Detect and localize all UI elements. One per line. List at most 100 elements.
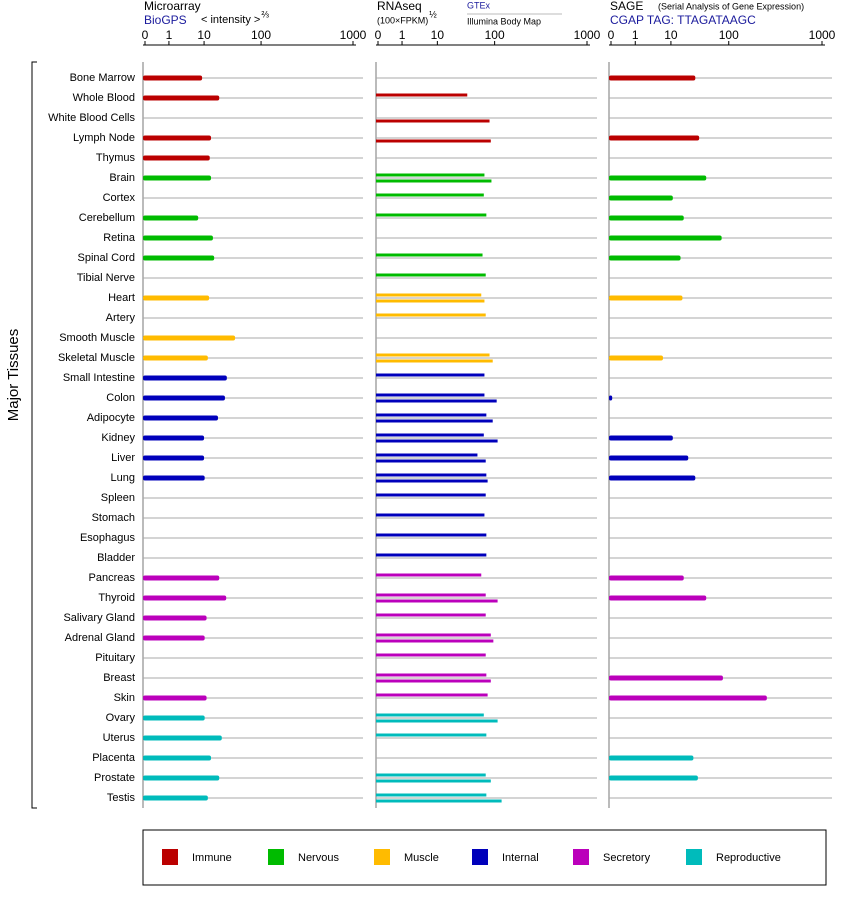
tissue-label: Liver: [111, 452, 135, 464]
x-tick-label: 0: [375, 28, 382, 42]
expression-bar: [376, 119, 490, 123]
expression-bar: [143, 795, 208, 801]
tissue-label: Heart: [108, 292, 135, 304]
tissue-label: Bone Marrow: [70, 72, 135, 84]
expression-bar: [376, 273, 486, 277]
expression-bar: [376, 593, 486, 597]
expression-bar: [376, 679, 491, 683]
tissue-label: Uterus: [103, 732, 136, 744]
expression-bar: [143, 455, 205, 461]
tissue-label: Breast: [103, 672, 135, 684]
expression-bar: [376, 733, 487, 737]
expression-bar: [609, 675, 723, 681]
legend-label: Nervous: [298, 852, 339, 864]
expression-bar: [143, 215, 199, 221]
expression-bar: [376, 713, 484, 717]
expression-bar: [143, 715, 205, 721]
x-tick-label: 10: [197, 28, 211, 42]
panel-note: (Serial Analysis of Gene Expression): [658, 1, 804, 11]
tissue-label: Brain: [109, 172, 135, 184]
expression-bar: [143, 395, 225, 401]
x-tick-label: 1000: [809, 28, 836, 42]
x-tick-label: 1: [166, 28, 173, 42]
x-tick-label: 0: [142, 28, 149, 42]
expression-bar: [376, 299, 485, 303]
expression-bar: [143, 635, 205, 641]
tissue-label: Esophagus: [80, 532, 136, 544]
expression-bar: [609, 295, 683, 301]
scale-label: (100×FPKM): [377, 15, 428, 25]
tissue-label: Retina: [103, 232, 136, 244]
expression-bar: [376, 693, 488, 697]
expression-bar: [376, 793, 487, 797]
expression-bar: [609, 575, 684, 581]
legend-label: Immune: [192, 852, 232, 864]
expression-bar: [376, 513, 485, 517]
expression-bar: [376, 719, 498, 723]
expression-bar: [376, 493, 486, 497]
expression-bar: [376, 213, 487, 217]
expression-bar: [376, 673, 487, 677]
legend-swatch: [268, 849, 284, 865]
expression-bar: [376, 313, 486, 317]
expression-bar: [143, 415, 219, 421]
x-tick-label: 1000: [340, 28, 367, 42]
expression-bar: [143, 235, 213, 241]
legend-swatch: [686, 849, 702, 865]
expression-bar: [609, 755, 694, 761]
x-tick-label: 100: [719, 28, 739, 42]
x-tick-label: 1: [632, 28, 639, 42]
tissue-label: Stomach: [92, 512, 135, 524]
expression-bar: [376, 479, 488, 483]
expression-bar: [143, 255, 215, 261]
tissue-label: Thyroid: [98, 592, 135, 604]
panel-subtitle: CGAP TAG: TTAGATAAGC: [610, 13, 756, 27]
expression-bar: [143, 735, 222, 741]
expression-bar: [376, 779, 491, 783]
tissue-label: Artery: [106, 312, 136, 324]
tissue-label: Placenta: [92, 752, 136, 764]
tissue-label: Salivary Gland: [63, 612, 135, 624]
expression-bar: [609, 75, 696, 81]
x-tick-label: 100: [251, 28, 271, 42]
expression-bar: [143, 295, 210, 301]
expression-bar: [376, 453, 478, 457]
tissue-label: Bladder: [97, 552, 135, 564]
tissue-label: Small Intestine: [63, 372, 135, 384]
expression-bar: [143, 155, 210, 161]
expression-bar: [376, 653, 486, 657]
expression-bar: [143, 475, 205, 481]
legend-label: Reproductive: [716, 852, 781, 864]
tissue-label: Whole Blood: [73, 92, 135, 104]
tissue-label: Tibial Nerve: [77, 272, 135, 284]
expression-bar: [143, 375, 227, 381]
expression-bar: [376, 93, 468, 97]
tissue-label: Thymus: [96, 152, 136, 164]
x-tick-label: 1: [399, 28, 406, 42]
tissue-label: Cerebellum: [79, 212, 135, 224]
panel-title: RNAseq: [377, 0, 422, 13]
expression-bar: [143, 595, 227, 601]
expression-bar: [609, 215, 684, 221]
scale-label: < intensity >: [201, 14, 260, 26]
expression-bar: [376, 639, 494, 643]
expression-bar: [143, 95, 220, 101]
expression-bar: [143, 435, 205, 441]
expression-bar: [609, 135, 700, 141]
series-name: GTEx: [467, 0, 491, 10]
expression-bar: [609, 255, 681, 261]
tissue-label: Adipocyte: [87, 412, 135, 424]
tissue-label: Testis: [107, 792, 136, 804]
tissue-label: Skin: [114, 692, 135, 704]
expression-bar: [376, 633, 491, 637]
expression-bar: [376, 613, 486, 617]
legend-box: [142, 829, 827, 886]
expression-bar: [376, 353, 490, 357]
expression-bar: [376, 599, 498, 603]
tissue-label: Lung: [111, 472, 135, 484]
tissue-label: Pituitary: [95, 652, 135, 664]
legend-label: Secretory: [603, 852, 651, 864]
tissue-label: Skeletal Muscle: [58, 352, 135, 364]
tissue-label: Cortex: [103, 192, 136, 204]
expression-bar: [376, 419, 493, 423]
